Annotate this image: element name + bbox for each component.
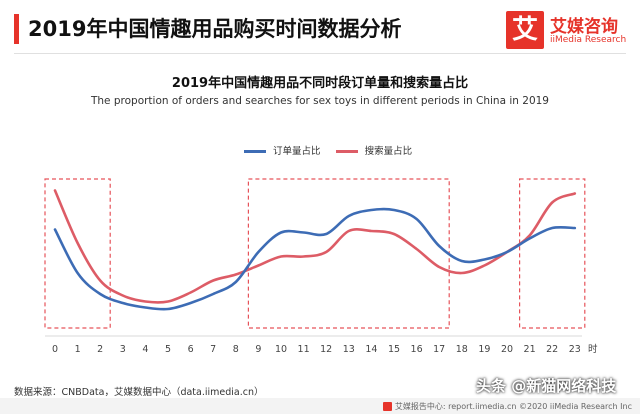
highlight-box-2: [518, 178, 586, 329]
x-tick-label: 18: [456, 344, 468, 355]
logo-mark: 艾: [506, 11, 544, 49]
page-title: 2019年中国情趣用品购买时间数据分析: [28, 17, 402, 41]
x-tick-label: 23: [569, 344, 581, 355]
series-line-1: [53, 189, 577, 304]
x-tick-label: 16: [411, 344, 423, 355]
x-tick-label: 1: [75, 344, 81, 355]
x-tick-label: 7: [210, 344, 216, 355]
series-line-0: [53, 207, 577, 311]
x-tick-label: 5: [165, 344, 171, 355]
legend-swatch-searches: [335, 150, 358, 153]
legend-item-searches: 搜索量占比: [335, 143, 413, 157]
x-tick-label: 11: [298, 344, 310, 355]
chart-legend: 订单量占比 搜索量占比: [244, 143, 424, 157]
x-tick-label: 15: [388, 344, 400, 355]
logo-name: 艾媒咨询: [550, 17, 618, 37]
x-tick-label: 10: [275, 344, 287, 355]
footer-bar: [0, 398, 640, 414]
x-tick-label: 8: [233, 344, 239, 355]
highlight-box-1: [247, 178, 450, 329]
x-tick-label: 21: [524, 344, 536, 355]
x-tick-label: 9: [255, 344, 261, 355]
footer-copyright: 艾媒报告中心: report.iimedia.cn ©2020 iiMedia …: [382, 401, 632, 412]
legend-label-orders: 订单量占比: [273, 146, 321, 157]
header-accent-bar: [14, 14, 19, 44]
header-divider: [14, 53, 626, 54]
chart-title: 2019年中国情趣用品不同时段订单量和搜索量占比: [171, 76, 469, 91]
x-tick-label: 14: [365, 344, 377, 355]
legend-item-orders: 订单量占比: [244, 143, 321, 157]
x-tick-label: 17: [433, 344, 445, 355]
x-tick-label: 2: [97, 344, 103, 355]
x-tick-label: 6: [188, 344, 194, 355]
x-tick-label: 3: [120, 344, 126, 355]
highlight-box-0: [44, 178, 111, 329]
x-tick-label: 13: [343, 344, 355, 355]
data-source: 数据来源：CNBData，艾媒数据中心（data.iimedia.cn）: [14, 387, 264, 398]
x-tick-label: 19: [478, 344, 490, 355]
x-tick-label: 12: [320, 344, 332, 355]
legend-label-searches: 搜索量占比: [364, 146, 413, 157]
x-tick-label: 20: [501, 344, 513, 355]
x-unit-label: 时: [588, 343, 598, 355]
x-tick-label: 0: [52, 344, 58, 355]
report-center-icon: [382, 402, 392, 411]
footer-copyright-text: 艾媒报告中心: report.iimedia.cn ©2020 iiMedia …: [394, 402, 632, 411]
x-tick-label: 4: [142, 344, 148, 355]
chart-subtitle: The proportion of orders and searches fo…: [90, 95, 549, 107]
logo-subtitle: iiMedia Research: [550, 35, 627, 45]
x-tick-label: 22: [546, 344, 558, 355]
brand-logo: 艾 艾媒咨询 iiMedia Research: [506, 11, 630, 49]
legend-swatch-orders: [244, 150, 266, 153]
watermark: 头条 @新猫网络科技: [476, 377, 617, 395]
